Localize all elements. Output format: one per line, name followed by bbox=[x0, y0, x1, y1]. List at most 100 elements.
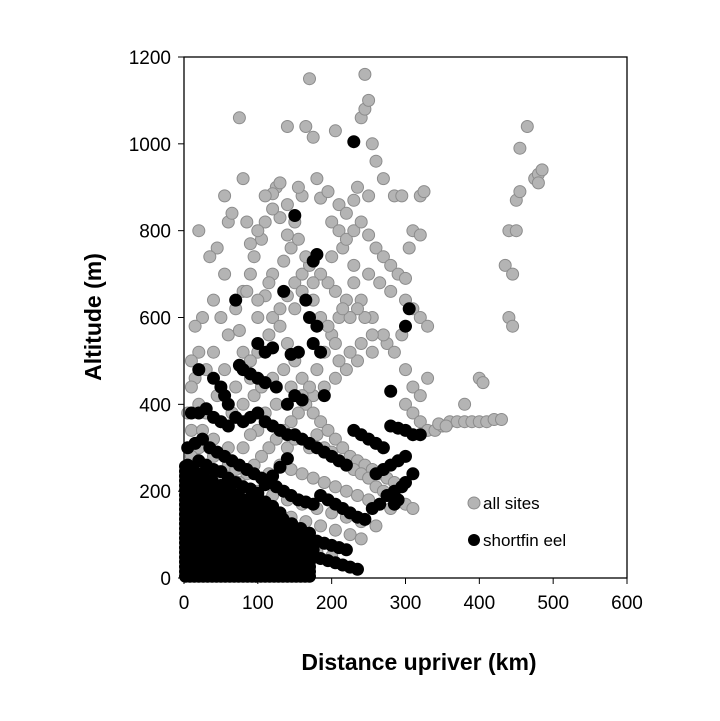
point-all-sites bbox=[325, 250, 339, 264]
legend-marker-shortfin-eel bbox=[468, 534, 480, 546]
point-all-sites bbox=[251, 293, 265, 307]
point-all-sites bbox=[332, 198, 346, 212]
point-all-sites bbox=[351, 354, 364, 368]
point-shortfin-eel bbox=[406, 467, 420, 481]
point-all-sites bbox=[365, 137, 379, 151]
point-all-sites bbox=[358, 67, 372, 81]
point-shortfin-eel bbox=[258, 478, 272, 492]
point-all-sites bbox=[291, 406, 305, 420]
point-all-sites bbox=[376, 328, 390, 342]
point-all-sites bbox=[288, 302, 302, 316]
point-shortfin-eel bbox=[358, 512, 372, 526]
point-shortfin-eel bbox=[399, 319, 412, 333]
point-shortfin-eel bbox=[251, 406, 265, 420]
point-all-sites bbox=[243, 428, 257, 442]
axes bbox=[178, 56, 628, 584]
point-all-sites bbox=[358, 311, 372, 324]
point-all-sites bbox=[236, 345, 250, 359]
point-all-sites bbox=[232, 324, 246, 337]
point-all-sites bbox=[362, 267, 376, 281]
point-shortfin-eel bbox=[317, 389, 331, 403]
point-all-sites bbox=[262, 328, 276, 342]
point-shortfin-eel bbox=[399, 476, 412, 489]
point-all-sites bbox=[288, 276, 302, 290]
point-all-sites bbox=[310, 363, 324, 377]
point-all-sites bbox=[243, 237, 257, 251]
point-all-sites bbox=[328, 432, 342, 446]
point-all-sites bbox=[273, 319, 287, 333]
point-all-sites bbox=[236, 441, 250, 455]
point-all-sites bbox=[321, 276, 335, 290]
point-all-sites bbox=[476, 376, 490, 390]
point-all-sites bbox=[376, 250, 390, 264]
point-all-sites bbox=[221, 328, 235, 342]
point-all-sites bbox=[210, 241, 224, 255]
point-all-sites bbox=[351, 180, 364, 194]
point-all-sites bbox=[291, 180, 305, 194]
point-all-sites bbox=[328, 371, 342, 385]
point-shortfin-eel bbox=[339, 543, 353, 557]
point-all-sites bbox=[406, 406, 420, 420]
point-all-sites bbox=[495, 413, 508, 426]
point-all-sites bbox=[351, 489, 364, 502]
point-all-sites bbox=[295, 371, 309, 385]
point-all-sites bbox=[225, 206, 239, 220]
y-tick-label: 600 bbox=[139, 309, 171, 330]
point-all-sites bbox=[339, 232, 353, 246]
point-all-sites bbox=[347, 276, 361, 290]
point-shortfin-eel bbox=[251, 337, 265, 350]
point-all-sites bbox=[306, 471, 320, 485]
point-shortfin-eel bbox=[339, 458, 353, 472]
point-all-sites bbox=[421, 371, 435, 385]
y-tick-label: 400 bbox=[139, 395, 171, 416]
point-all-sites bbox=[321, 319, 335, 333]
point-all-sites bbox=[417, 185, 431, 199]
legend-label-shortfin-eel: shortfin eel bbox=[483, 531, 566, 550]
point-all-sites bbox=[192, 224, 206, 238]
point-all-sites bbox=[280, 228, 294, 242]
point-all-sites bbox=[373, 276, 387, 290]
point-all-sites bbox=[399, 271, 412, 285]
legend: all sites shortfin eel bbox=[467, 494, 566, 550]
legend-label-all-sites: all sites bbox=[483, 494, 540, 513]
point-all-sites bbox=[184, 380, 198, 394]
point-all-sites bbox=[506, 267, 520, 281]
point-all-sites bbox=[365, 345, 379, 359]
point-all-sites bbox=[299, 120, 313, 133]
point-all-sites bbox=[339, 363, 353, 377]
point-shortfin-eel bbox=[291, 345, 305, 359]
point-all-sites bbox=[284, 415, 298, 429]
point-all-sites bbox=[317, 476, 331, 489]
point-shortfin-eel bbox=[273, 460, 287, 474]
point-all-sites bbox=[303, 380, 316, 394]
point-all-sites bbox=[332, 224, 346, 238]
point-all-sites bbox=[365, 328, 379, 342]
point-shortfin-eel bbox=[306, 337, 320, 350]
point-all-sites bbox=[343, 528, 357, 542]
point-all-sites bbox=[258, 189, 272, 203]
point-all-sites bbox=[328, 284, 342, 298]
point-all-sites bbox=[458, 397, 472, 411]
x-tick-label: 500 bbox=[537, 593, 569, 614]
point-shortfin-eel bbox=[280, 397, 294, 411]
point-all-sites bbox=[306, 276, 320, 290]
series-shortfin-eel bbox=[179, 135, 427, 583]
point-all-sites bbox=[236, 172, 250, 186]
point-shortfin-eel bbox=[384, 384, 398, 398]
x-tick-label: 600 bbox=[611, 593, 643, 614]
point-all-sites bbox=[247, 389, 261, 403]
point-shortfin-eel bbox=[295, 393, 309, 407]
y-tick-label: 1200 bbox=[129, 48, 171, 69]
legend-marker-all-sites bbox=[467, 496, 481, 510]
point-all-sites bbox=[232, 111, 246, 125]
point-all-sites bbox=[498, 258, 512, 272]
y-tick-label: 1000 bbox=[129, 135, 171, 156]
y-tick-label: 200 bbox=[139, 482, 171, 503]
point-all-sites bbox=[339, 206, 353, 220]
point-all-sites bbox=[535, 163, 549, 177]
point-all-sites bbox=[513, 185, 527, 199]
point-all-sites bbox=[184, 354, 198, 368]
point-all-sites bbox=[328, 480, 342, 494]
point-all-sites bbox=[531, 176, 545, 190]
